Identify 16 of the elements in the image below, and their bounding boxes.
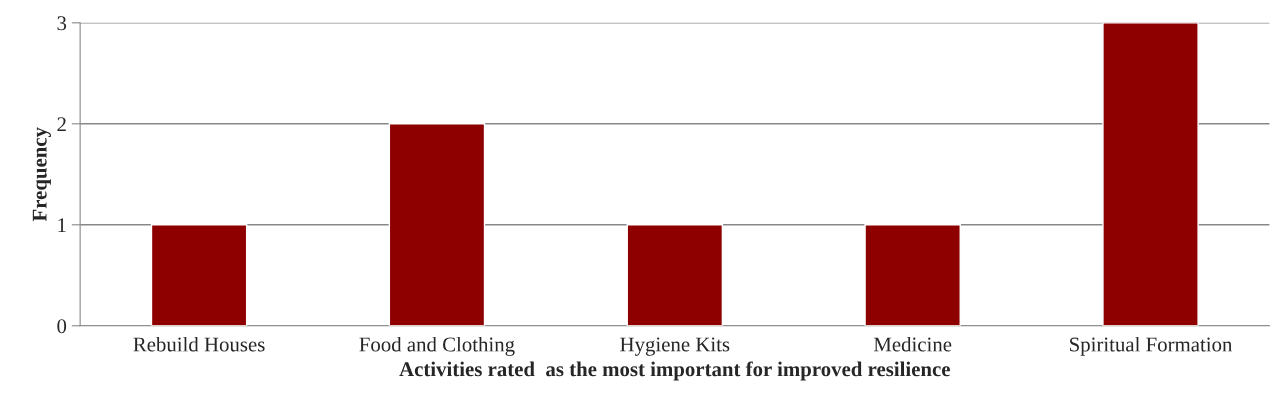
bar — [1102, 22, 1199, 326]
bar — [626, 224, 724, 326]
x-tick-label: Medicine — [873, 336, 952, 352]
bar — [150, 224, 248, 326]
bar — [388, 123, 486, 326]
y-tick-label: 1 — [58, 218, 66, 233]
y-tick-label: 2 — [57, 117, 66, 132]
bar — [864, 224, 961, 326]
x-axis-title: Activities rated as the most important for improved resilience — [399, 361, 950, 381]
y-tick-label: 0 — [57, 319, 67, 334]
x-tick-label: Spiritual Formation — [1070, 336, 1233, 356]
y-tick-label: 3 — [57, 16, 67, 31]
y-axis-title: Frequency — [32, 127, 51, 222]
x-tick-label: Food and Clothing — [359, 336, 515, 356]
x-tick-label: Rebuild Houses — [133, 336, 265, 352]
x-tick-label: Hygiene Kits — [620, 337, 730, 356]
